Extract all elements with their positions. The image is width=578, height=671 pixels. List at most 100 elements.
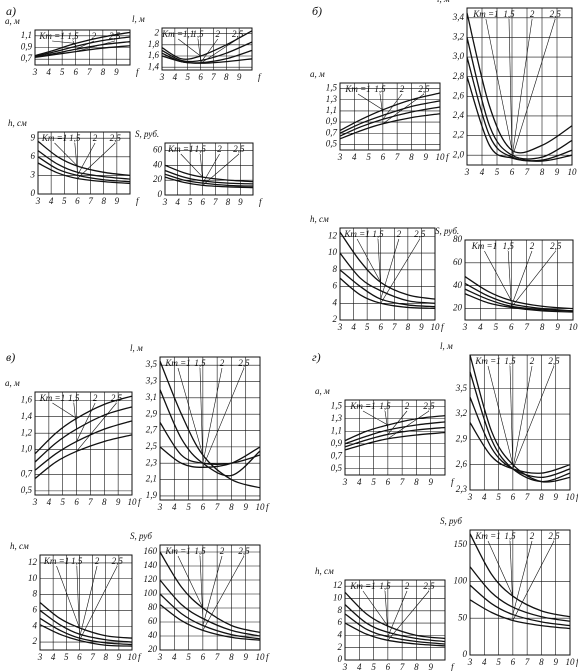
- leader-line: [380, 238, 421, 304]
- leader-line: [76, 402, 117, 452]
- curve-label: 1,5: [67, 31, 79, 41]
- plot-frame: [466, 7, 573, 166]
- x-axis-label: f: [266, 502, 270, 512]
- leader-line: [511, 250, 533, 307]
- y-tick-label: 140: [144, 560, 158, 570]
- leader-line: [77, 142, 116, 179]
- curve-label: 1,5: [195, 144, 207, 154]
- curve-label: Kт =1: [344, 84, 370, 94]
- leader-line: [177, 555, 204, 609]
- x-tick-label: 6: [75, 196, 80, 206]
- y-tick-label: 20: [153, 174, 163, 184]
- y-tick-label: 0: [338, 654, 343, 664]
- y-tick-label: 2,7: [146, 425, 158, 435]
- x-tick-label: 5: [60, 67, 65, 77]
- curve-label: 2,5: [550, 9, 562, 19]
- curve: [339, 269, 436, 308]
- y-tick-label: 0,9: [331, 438, 343, 448]
- x-tick-label: 3: [162, 197, 168, 207]
- leader-line: [512, 365, 555, 470]
- leader-line: [199, 153, 204, 181]
- curve-label: 2: [397, 229, 402, 239]
- x-tick-label: 4: [172, 652, 177, 662]
- y-tick-label: 8: [333, 264, 338, 274]
- x-tick-label: 4: [47, 497, 52, 507]
- curve: [159, 551, 261, 634]
- x-tick-label: 4: [352, 152, 357, 162]
- y-tick-label: 6: [333, 281, 338, 291]
- leader-line: [485, 18, 513, 151]
- x-axis-label: f: [451, 662, 455, 671]
- x-tick-label: 9: [114, 67, 119, 77]
- curve-label: 1,5: [372, 229, 384, 239]
- x-tick-label: 7: [87, 67, 92, 77]
- curve-label: 2: [217, 144, 222, 154]
- y-tick-label: 1,5: [326, 83, 338, 93]
- curve-label: 1,5: [69, 133, 81, 143]
- x-axis-label: f: [451, 477, 455, 487]
- curve-label: 2,5: [238, 546, 250, 556]
- y-axis-label: a, м: [5, 16, 20, 26]
- y-tick-label: 1,8: [148, 39, 160, 49]
- y-tick-label: 10: [28, 573, 38, 583]
- x-tick-label: 6: [511, 492, 516, 502]
- x-tick-label: 10: [566, 657, 576, 667]
- x-tick-label: 9: [243, 652, 248, 662]
- y-tick-label: 6: [338, 617, 343, 627]
- curve-label: 2,5: [233, 144, 245, 154]
- x-tick-label: 6: [511, 657, 516, 667]
- panel-label: в): [6, 350, 15, 364]
- curve: [39, 609, 133, 643]
- x-tick-label: 8: [103, 652, 108, 662]
- x-tick-label: 7: [400, 477, 405, 487]
- y-axis-label: a, м: [315, 386, 330, 396]
- x-tick-label: 6: [510, 167, 515, 177]
- y-tick-label: 3,3: [145, 376, 158, 386]
- y-tick-label: 20: [148, 644, 158, 654]
- x-tick-label: 8: [540, 322, 545, 332]
- x-tick-label: 9: [423, 152, 428, 162]
- y-axis-label: h, см: [315, 566, 334, 576]
- y-tick-label: 2,5: [146, 441, 158, 451]
- y-tick-label: 1,1: [326, 105, 337, 115]
- y-tick-label: 40: [453, 280, 463, 290]
- x-tick-label: 7: [88, 497, 93, 507]
- x-tick-label: 10: [568, 167, 578, 177]
- x-tick-label: 3: [464, 167, 470, 177]
- y-tick-label: 1,3: [326, 94, 338, 104]
- x-tick-label: 6: [378, 322, 383, 332]
- x-tick-label: 8: [414, 477, 419, 487]
- curve: [469, 584, 571, 627]
- leader-line: [512, 540, 533, 615]
- leader-line: [507, 250, 512, 305]
- x-tick-label: 8: [414, 662, 419, 671]
- y-tick-label: 0: [158, 189, 163, 199]
- y-tick-label: 120: [144, 574, 158, 584]
- x-tick-label: 9: [243, 502, 248, 512]
- curve-label: 2: [400, 84, 405, 94]
- curve-label: 1,5: [504, 531, 516, 541]
- x-axis-label: f: [576, 657, 578, 667]
- x-tick-label: 5: [366, 152, 371, 162]
- y-tick-label: 3: [30, 169, 36, 179]
- curve-label: 1,5: [503, 9, 515, 19]
- y-tick-label: 160: [144, 546, 158, 556]
- x-axis-label: f: [136, 196, 140, 206]
- y-tick-label: 0,5: [326, 138, 338, 148]
- curve: [34, 434, 133, 480]
- x-tick-label: 7: [525, 167, 530, 177]
- y-axis-label: l, м: [440, 341, 453, 351]
- x-tick-label: 6: [73, 67, 78, 77]
- x-tick-label: 3: [32, 67, 38, 77]
- y-tick-label: 2,6: [453, 90, 465, 100]
- x-tick-label: 6: [77, 652, 82, 662]
- x-tick-label: 3: [157, 652, 163, 662]
- x-tick-label: 9: [238, 197, 243, 207]
- x-tick-label: 7: [395, 152, 400, 162]
- y-tick-label: 2,0: [453, 149, 465, 159]
- x-tick-label: 3: [337, 322, 343, 332]
- x-tick-label: 8: [539, 657, 544, 667]
- leader-line: [382, 93, 425, 125]
- y-tick-label: 0,7: [326, 127, 338, 137]
- x-tick-label: 10: [566, 492, 576, 502]
